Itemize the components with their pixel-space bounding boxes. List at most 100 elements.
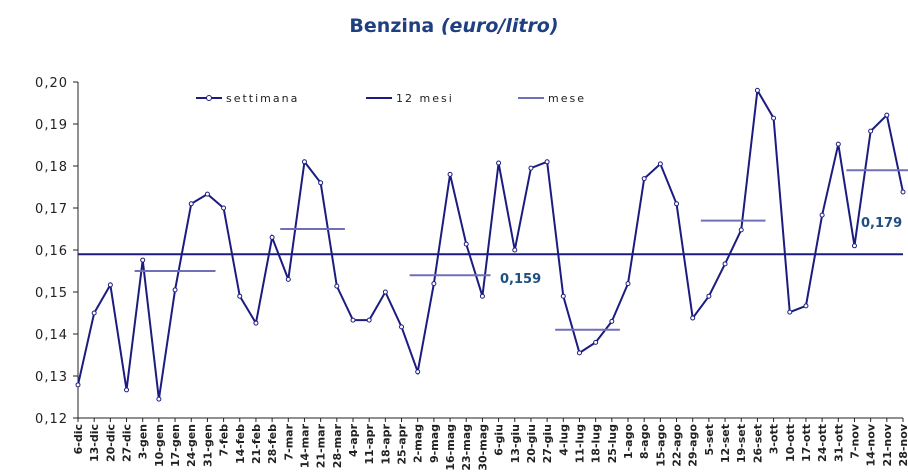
x-tick-label: 24-ott xyxy=(816,424,829,462)
point xyxy=(819,212,825,218)
x-tick-label: 30-mag xyxy=(476,424,489,471)
x-tick-label: 27-dic xyxy=(121,424,134,462)
point xyxy=(657,161,663,167)
point xyxy=(463,241,469,247)
x-tick-label: 17-ott xyxy=(800,424,813,462)
point xyxy=(560,293,566,299)
annotation: 0,179 xyxy=(861,216,902,231)
x-tick-label: 21-feb xyxy=(250,424,263,464)
title-unit: (euro/litro) xyxy=(441,15,559,37)
x-tick-label: 6-dic xyxy=(72,424,85,454)
point xyxy=(722,261,728,267)
point xyxy=(204,191,210,197)
legend-marker xyxy=(206,95,212,101)
x-tick-label: 28-mar xyxy=(331,423,344,468)
x-tick-label: 10-ott xyxy=(784,424,797,462)
x-tick-label: 7-mar xyxy=(282,423,295,460)
point xyxy=(738,227,744,233)
point xyxy=(431,281,437,287)
x-tick-label: 24-gen xyxy=(185,424,198,467)
point xyxy=(851,243,857,249)
point xyxy=(884,112,890,118)
point xyxy=(803,303,809,309)
x-tick-label: 25-apr xyxy=(396,423,409,464)
point xyxy=(754,87,760,93)
point xyxy=(415,369,421,375)
x-tick-label: 25-lug xyxy=(606,424,619,463)
point xyxy=(140,257,146,263)
y-tick-label: 0,18 xyxy=(35,160,68,175)
y-tick-label: 0,16 xyxy=(35,244,68,259)
x-tick-label: 17-gen xyxy=(169,424,182,467)
point xyxy=(771,115,777,121)
point xyxy=(674,201,680,207)
point xyxy=(318,180,324,186)
point xyxy=(124,387,130,393)
x-tick-label: 21-mar xyxy=(315,423,328,468)
y-tick-label: 0,19 xyxy=(35,118,68,133)
x-tick-label: 29-ago xyxy=(687,424,700,467)
x-tick-label: 11-apr xyxy=(363,423,376,464)
point xyxy=(91,310,97,316)
y-tick-label: 0,17 xyxy=(35,202,68,217)
x-tick-label: 9-mag xyxy=(428,424,441,463)
point xyxy=(188,201,194,207)
point xyxy=(237,293,243,299)
x-tick-label: 3-ott xyxy=(768,424,781,454)
x-tick-label: 22-ago xyxy=(671,424,684,467)
x-tick-label: 28-feb xyxy=(266,424,279,464)
x-tick-label: 18-apr xyxy=(379,423,392,464)
legend-label: mese xyxy=(548,92,586,105)
y-tick-label: 0,20 xyxy=(35,76,68,91)
point xyxy=(75,382,81,388)
point xyxy=(350,317,356,323)
x-tick-label: 27-giu xyxy=(541,424,554,463)
point xyxy=(706,293,712,299)
point xyxy=(221,205,227,211)
point xyxy=(609,318,615,324)
point xyxy=(334,283,340,289)
point xyxy=(900,189,906,195)
point xyxy=(690,315,696,321)
x-tick-label: 5-set xyxy=(703,424,716,456)
x-tick-label: 23-mag xyxy=(460,424,473,471)
x-tick-label: 16-mag xyxy=(444,424,457,471)
point xyxy=(835,141,841,147)
x-tick-label: 14-mar xyxy=(298,423,311,468)
x-tick-label: 10-gen xyxy=(153,424,166,467)
x-tick-label: 4-lug xyxy=(557,424,570,456)
x-tick-label: 21-nov xyxy=(881,423,894,466)
x-tick-label: 14-feb xyxy=(234,424,247,464)
point xyxy=(172,287,178,293)
x-tick-label: 14-nov xyxy=(865,423,878,466)
x-tick-label: 18-lug xyxy=(590,424,603,463)
series-line xyxy=(77,87,904,400)
point xyxy=(544,159,550,165)
x-tick-label: 7-feb xyxy=(218,424,231,456)
point xyxy=(868,128,874,134)
x-tick-label: 8-ago xyxy=(638,424,651,460)
x-tick-label: 31-ott xyxy=(832,424,845,462)
point xyxy=(366,317,372,323)
x-tick-label: 4-apr xyxy=(347,423,360,457)
point xyxy=(253,320,259,326)
point xyxy=(447,171,453,177)
x-tick-label: 2-mag xyxy=(412,424,425,463)
x-tick-label: 20-dic xyxy=(104,424,117,462)
y-tick-label: 0,14 xyxy=(35,328,68,343)
point xyxy=(576,350,582,356)
x-tick-label: 13-dic xyxy=(88,424,101,462)
y-tick-label: 0,12 xyxy=(35,412,68,427)
point xyxy=(382,289,388,295)
point xyxy=(787,309,793,315)
point xyxy=(399,324,405,330)
chart-title: Benzina (euro/litro) xyxy=(349,15,558,37)
x-tick-label: 19-set xyxy=(735,424,748,463)
point xyxy=(285,276,291,282)
x-tick-label: 20-giu xyxy=(525,424,538,463)
point xyxy=(641,176,647,182)
point xyxy=(528,165,534,171)
point xyxy=(479,293,485,299)
point xyxy=(625,281,631,287)
